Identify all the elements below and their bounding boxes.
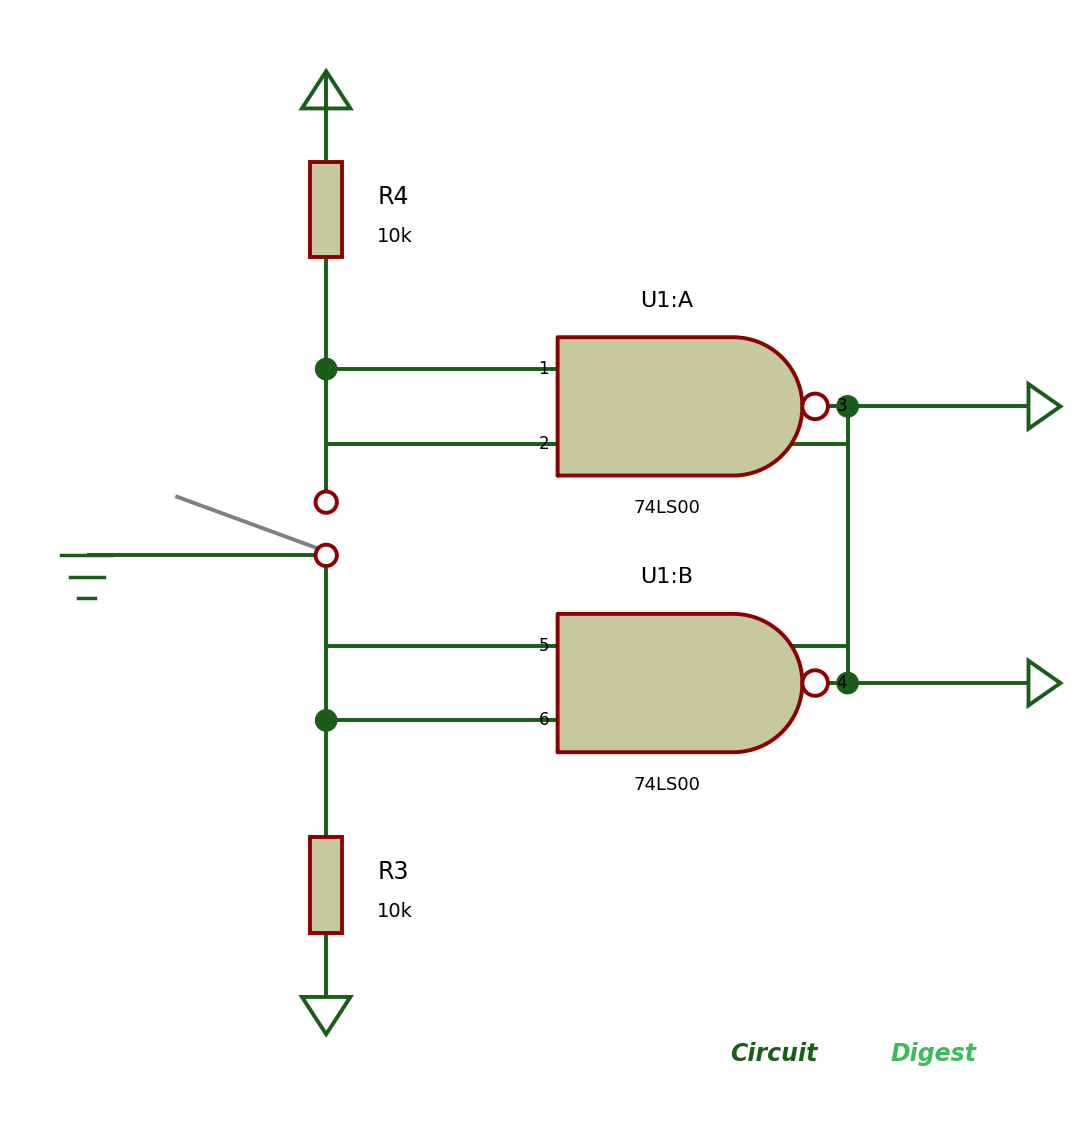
Text: 6: 6 [539, 711, 549, 729]
Polygon shape [557, 614, 802, 753]
Circle shape [316, 710, 336, 731]
Circle shape [316, 544, 336, 566]
Text: Circuit: Circuit [731, 1043, 818, 1066]
Text: 10k: 10k [377, 226, 413, 246]
Text: 5: 5 [539, 636, 549, 654]
Text: 74LS00: 74LS00 [633, 499, 700, 517]
Circle shape [316, 359, 336, 379]
Circle shape [837, 396, 858, 417]
Polygon shape [557, 337, 802, 475]
Text: 3: 3 [837, 397, 847, 415]
Text: R4: R4 [377, 185, 409, 208]
Circle shape [802, 394, 828, 419]
Text: R3: R3 [377, 860, 409, 884]
Text: 2: 2 [539, 435, 549, 453]
Text: 10k: 10k [377, 902, 413, 921]
Text: 1: 1 [539, 360, 549, 378]
Circle shape [316, 491, 336, 513]
Text: 74LS00: 74LS00 [633, 775, 700, 794]
Text: Digest: Digest [890, 1043, 977, 1066]
Bar [310, 838, 342, 933]
Text: 4: 4 [837, 674, 847, 692]
Text: U1:B: U1:B [640, 567, 693, 588]
Circle shape [802, 670, 828, 696]
Text: U1:A: U1:A [640, 291, 693, 310]
Bar [310, 162, 342, 257]
Circle shape [837, 672, 858, 694]
